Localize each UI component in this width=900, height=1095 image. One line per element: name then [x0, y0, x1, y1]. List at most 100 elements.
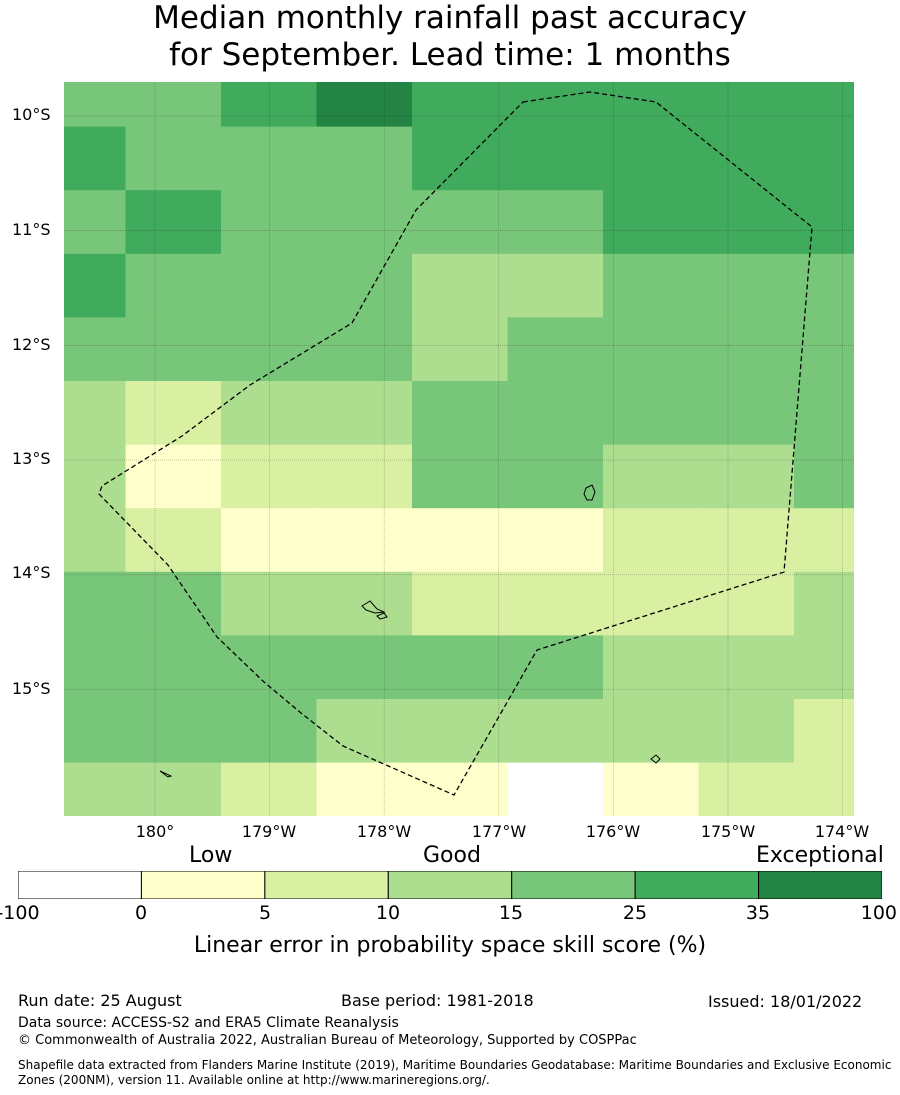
colorbar-swatch: [387, 870, 513, 900]
colorbar-tick: 0: [134, 902, 148, 924]
colorbar-tick: 25: [622, 902, 648, 924]
island-outline: [159, 770, 173, 778]
grid-cell: [221, 444, 318, 509]
grid-cell: [698, 126, 795, 191]
title-line-2: for September. Lead time: 1 months: [169, 37, 731, 73]
grid-cell: [507, 571, 604, 636]
grid-cell: [125, 253, 222, 318]
grid-cell: [603, 635, 700, 700]
copyright: © Commonwealth of Australia 2022, Austra…: [18, 1033, 637, 1048]
lon-label: 174°W: [814, 822, 870, 841]
lat-label: 15°S: [12, 679, 51, 698]
grid-cell: [412, 82, 509, 128]
grid-cell: [64, 571, 127, 636]
colorbar-word-low: Low: [189, 843, 233, 868]
grid-cell: [316, 126, 413, 191]
grid-cell: [412, 317, 509, 382]
colorbar: [17, 870, 883, 900]
colorbar-tick: 100: [860, 902, 897, 924]
grid-cell: [698, 190, 795, 255]
grid-cell: [507, 444, 604, 509]
lat-label: 13°S: [12, 449, 51, 468]
island-outline: [650, 754, 661, 764]
grid-cell: [64, 317, 127, 382]
grid-cell: [603, 317, 700, 382]
grid-cell: [698, 381, 795, 446]
grid-cell: [412, 699, 509, 764]
base-period: Base period: 1981-2018: [341, 991, 534, 1010]
grid-cell: [125, 699, 222, 764]
lon-label: 176°W: [585, 822, 641, 841]
grid-cell: [221, 762, 318, 816]
eez-boundary: [98, 91, 813, 796]
skill-map[interactable]: [64, 82, 854, 816]
map-panel[interactable]: [64, 82, 854, 816]
grid-cell: [64, 444, 127, 509]
grid-cell: [698, 571, 795, 636]
grid-cell: [316, 82, 413, 128]
colorbar-swatch: [511, 870, 636, 900]
grid-cell: [125, 635, 222, 700]
grid-cell: [412, 508, 509, 573]
grid-cell: [221, 190, 318, 255]
colorbar-swatch: [17, 870, 142, 900]
grid-cell: [698, 508, 795, 573]
grid-cell: [698, 444, 795, 509]
grid-cell: [507, 82, 604, 128]
grid-cell: [221, 126, 318, 191]
colorbar-tick: 15: [498, 902, 524, 924]
grid-cell: [698, 82, 795, 128]
colorbar-tick: 5: [258, 902, 272, 924]
grid-cell: [794, 82, 854, 128]
colorbar-swatch: [264, 870, 389, 900]
grid-cell: [603, 126, 700, 191]
grid-cell: [698, 699, 795, 764]
colorbar-swatch: [758, 870, 883, 900]
grid-cell: [221, 508, 318, 573]
graticule: [64, 82, 854, 816]
grid-cell: [125, 190, 222, 255]
colorbar-swatch: [634, 870, 760, 900]
grid-cell: [794, 508, 854, 573]
grid-cell: [64, 699, 127, 764]
grid-cell: [64, 635, 127, 700]
grid-cell: [507, 253, 604, 318]
grid-cell: [507, 699, 604, 764]
grid-cell: [794, 381, 854, 446]
grid-cell: [221, 381, 318, 446]
grid-cell: [698, 253, 795, 318]
grid-cell: [221, 699, 318, 764]
lat-label: 10°S: [12, 105, 51, 124]
lat-label: 14°S: [12, 563, 51, 582]
grid-cell: [603, 190, 700, 255]
colorbar-word-good: Good: [423, 843, 481, 868]
grid-cell: [64, 190, 127, 255]
grid-cell: [316, 253, 413, 318]
grid-cell: [603, 82, 700, 128]
grid-cell: [125, 82, 222, 128]
lon-label: 175°W: [700, 822, 756, 841]
grid-cell: [603, 444, 700, 509]
island-outline: [361, 600, 386, 614]
grid-cell: [698, 317, 795, 382]
colorbar-label: Linear error in probability space skill …: [193, 933, 707, 958]
grid-cell: [603, 762, 700, 816]
island-outline: [376, 612, 388, 620]
grid-cell: [412, 762, 509, 816]
grid-cell: [64, 381, 127, 446]
grid-cell: [507, 190, 604, 255]
grid-cell: [794, 762, 854, 816]
grid-cell: [507, 762, 604, 816]
grid-cell: [316, 635, 413, 700]
lon-label: 177°W: [471, 822, 527, 841]
lat-label: 12°S: [12, 335, 51, 354]
colorbar-word-exceptional: Exceptional: [756, 843, 884, 868]
grid-cell: [64, 508, 127, 573]
grid-cell: [125, 317, 222, 382]
grid-cell: [125, 444, 222, 509]
lat-label: 11°S: [12, 220, 51, 239]
grid-cell: [316, 762, 413, 816]
grid-cells: [64, 82, 854, 816]
grid-cell: [221, 635, 318, 700]
grid-cell: [316, 317, 413, 382]
